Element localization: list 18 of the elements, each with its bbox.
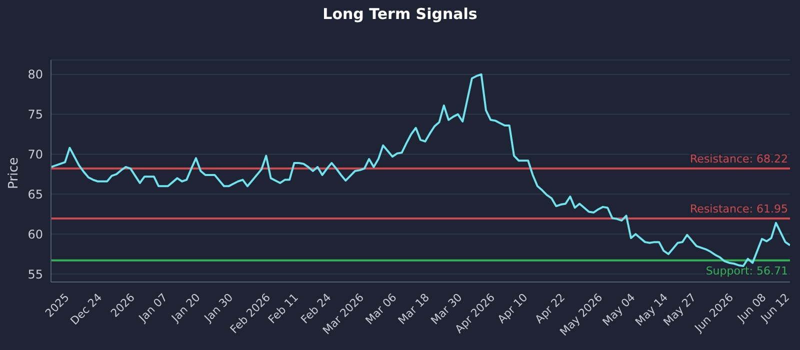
chart-title: Long Term Signals [322,5,478,23]
y-tick-label: 65 [28,187,43,202]
ref-line-label: Support: 56.71 [706,264,788,278]
y-tick-label: 60 [28,227,43,242]
x-tick-label: Dec 24 [68,290,105,328]
y-tick-label: 75 [28,108,43,122]
ref-line-label: Resistance: 68.22 [690,152,788,166]
x-tick-label: Apr 22 [532,290,568,326]
y-tick-label: 70 [28,147,43,162]
x-tick-label: Jan 20 [168,290,203,326]
ref-line-label: Resistance: 61.95 [690,202,788,216]
y-axis-title: Price [6,157,22,189]
x-tick-label: Apr 10 [495,290,530,326]
line-series [51,73,790,268]
x-tick-label: Jan 30 [201,290,236,326]
x-tick-label: Jan 07 [136,290,170,326]
y-tick-label: 80 [28,68,43,82]
y-tick-label: 55 [28,267,43,282]
